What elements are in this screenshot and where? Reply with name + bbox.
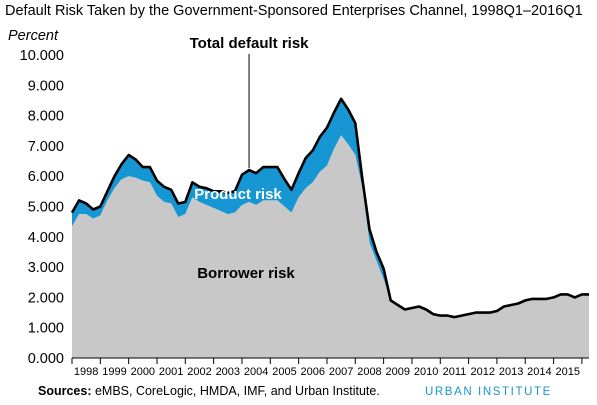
y-tick-label: 7.000 xyxy=(28,139,64,155)
y-tick-label: 4.000 xyxy=(28,230,64,246)
x-tick-label: 2005 xyxy=(272,366,296,378)
y-tick-label: 5.000 xyxy=(28,200,64,216)
y-tick-label: 6.000 xyxy=(28,169,64,185)
total-default-risk-label: Total default risk xyxy=(190,35,310,52)
x-tick-label: 2013 xyxy=(499,366,523,378)
y-tick-label: 0.000 xyxy=(28,351,64,367)
sources-note: Sources: eMBS, CoreLogic, HMDA, IMF, and… xyxy=(38,384,380,398)
x-tick-label: 2010 xyxy=(414,366,438,378)
x-tick-label: 1999 xyxy=(102,366,126,378)
x-tick-label: 2002 xyxy=(187,366,211,378)
total-default-risk-line xyxy=(70,97,589,319)
product-risk-label: Product risk xyxy=(194,186,282,203)
y-tick-label: 1.000 xyxy=(28,321,64,337)
brand-logo-text: URBAN INSTITUTE xyxy=(425,386,552,398)
chart-title: Default Risk Taken by the Government-Spo… xyxy=(5,3,583,19)
x-tick-label: 2014 xyxy=(527,366,551,378)
y-tick-label: 3.000 xyxy=(28,260,64,276)
sources-label: Sources: xyxy=(38,384,92,398)
borrower-risk-area xyxy=(72,135,589,358)
x-tick-label: 2011 xyxy=(443,366,467,378)
x-tick-label: 2003 xyxy=(216,366,240,378)
x-tick-label: 2004 xyxy=(244,366,268,378)
x-tick-label: 2001 xyxy=(159,366,183,378)
x-tick-label: 2006 xyxy=(301,366,325,378)
x-tick-label: 1998 xyxy=(74,366,98,378)
borrower-risk-label: Borrower risk xyxy=(197,265,295,282)
y-axis-ticks: 0.000 1.000 2.000 3.000 4.000 5.000 6.000 7.000… xyxy=(20,48,64,367)
x-tick-label: 2012 xyxy=(471,366,495,378)
y-axis-unit-label: Percent xyxy=(8,28,59,44)
y-tick-label: 8.000 xyxy=(28,109,64,125)
y-tick-label: 9.000 xyxy=(28,78,64,94)
chart-annotations: Total default risk Product risk Borrower r… xyxy=(190,35,310,282)
product-risk-area xyxy=(72,98,589,318)
y-tick-label: 10.000 xyxy=(20,48,64,64)
x-tick-label: 2000 xyxy=(131,366,155,378)
area-series xyxy=(70,97,589,358)
x-tick-label: 2009 xyxy=(386,366,410,378)
x-tick-label: 2008 xyxy=(357,366,381,378)
x-tick-label: 2007 xyxy=(329,366,353,378)
sources-text: eMBS, CoreLogic, HMDA, IMF, and Urban In… xyxy=(91,384,380,398)
x-axis: 1998 1999 2000 2001 2002 2003 2004 2005 2006 2007… xyxy=(71,357,589,378)
y-tick-label: 2.000 xyxy=(28,290,64,306)
x-tick-label: 2015 xyxy=(556,366,580,378)
